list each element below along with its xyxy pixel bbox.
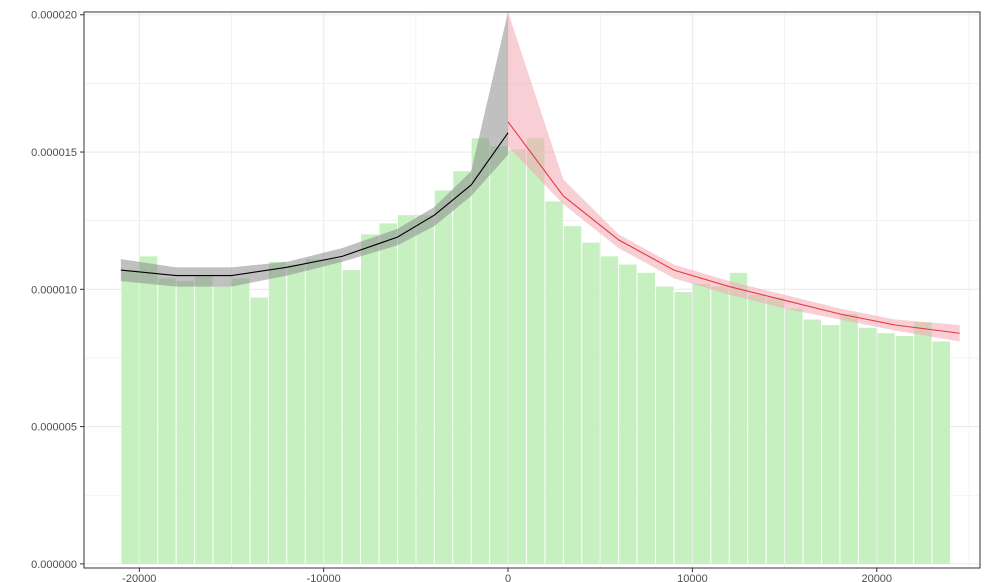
histogram-bar (526, 138, 545, 564)
x-tick-label: 10000 (677, 573, 708, 582)
right-fit-line (507, 121, 960, 334)
histogram-bar (914, 322, 932, 564)
histogram-bar (490, 146, 508, 564)
y-tick-label: 0.000020 (31, 10, 77, 22)
histogram-bar (195, 275, 213, 564)
y-tick-label: 0.000005 (31, 422, 77, 434)
histogram-bar (582, 242, 600, 564)
histogram-bar (416, 215, 434, 564)
histogram-bar (877, 333, 895, 564)
histogram-bar (785, 308, 803, 564)
histogram-bar (619, 264, 637, 564)
histogram-bar (471, 138, 490, 564)
histogram-bar (748, 294, 766, 564)
histogram-bar (692, 283, 711, 564)
histogram-bar (287, 264, 305, 564)
x-tick-label: 20000 (861, 573, 892, 582)
histogram-bar (324, 259, 342, 564)
histogram-bar (305, 259, 324, 564)
histogram-bar (545, 201, 563, 564)
histogram-bar (711, 286, 729, 564)
histogram-bar (637, 272, 656, 564)
histogram-bar (656, 286, 674, 564)
histogram-bar (508, 149, 526, 564)
histogram-bar (563, 226, 582, 564)
histogram-bar (213, 286, 231, 564)
fit-lines (120, 121, 960, 334)
histogram-bar (158, 278, 176, 564)
histogram-bar (268, 261, 287, 564)
x-axis: -20000 -10000 0 10000 20000 (122, 568, 892, 582)
y-tick-label: 0.000015 (31, 147, 77, 159)
left-fit-line (120, 132, 509, 277)
histogram-bar (176, 281, 195, 564)
y-tick-label: 0.000010 (31, 284, 77, 296)
panel-border (83, 11, 981, 569)
histogram-bar (231, 278, 250, 564)
histogram-bar (600, 256, 619, 564)
histogram-bar (453, 171, 471, 564)
histogram-bar (803, 319, 821, 564)
y-axis: 0.000000 0.000005 0.000010 0.000015 0.000020 (31, 10, 84, 571)
histogram-bar (932, 341, 951, 564)
histogram-bar (139, 256, 158, 564)
histogram-bar (858, 327, 877, 564)
histogram-bar (821, 325, 840, 564)
histogram-bar (895, 335, 914, 564)
y-tick-label: 0.000000 (31, 559, 77, 571)
x-tick-label: 0 (505, 573, 511, 582)
histogram-bar (434, 190, 453, 564)
histogram-bar (342, 270, 361, 564)
x-tick-label: -10000 (307, 573, 341, 582)
histogram-bars (121, 138, 951, 564)
histogram-bar (121, 270, 139, 564)
histogram-bar (840, 314, 858, 564)
histogram-bar (766, 297, 785, 564)
histogram-bar (674, 292, 692, 564)
x-tick-label: -20000 (122, 573, 156, 582)
histogram-bar (250, 297, 268, 564)
histogram-bar (361, 234, 379, 564)
histogram-bar (379, 223, 397, 564)
histogram-bar (729, 272, 748, 564)
histogram-bar (397, 215, 416, 564)
